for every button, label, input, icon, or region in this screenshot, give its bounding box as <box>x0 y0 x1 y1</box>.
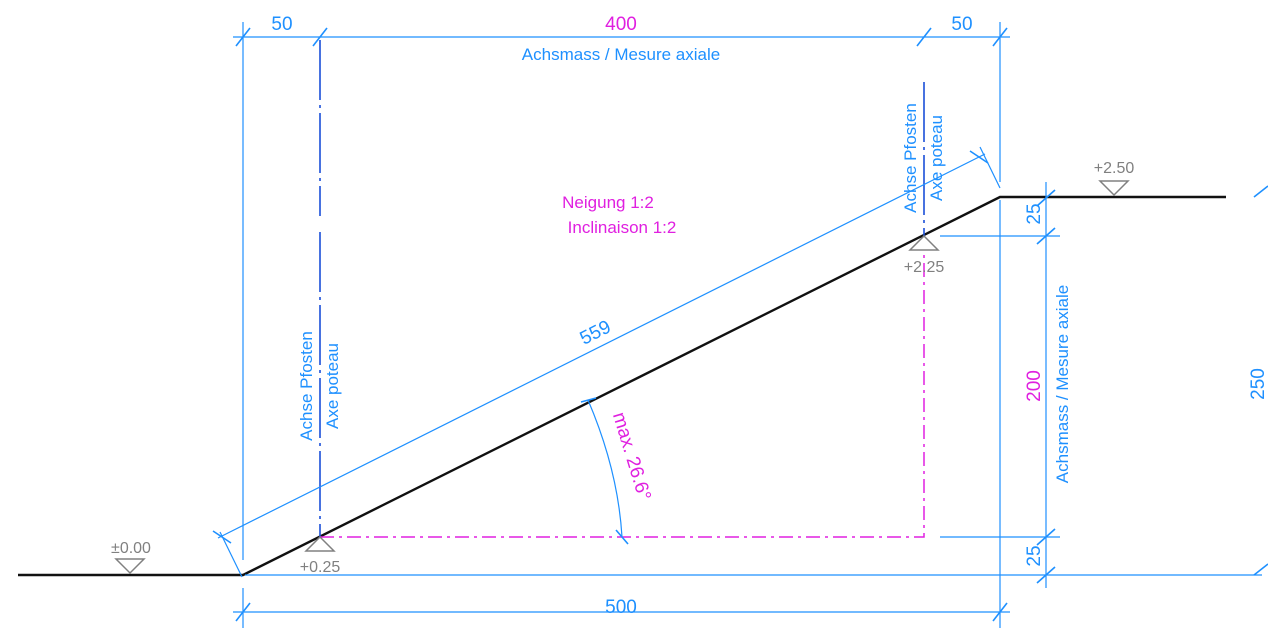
tick-arc-1 <box>580 397 597 403</box>
tick-top-1 <box>235 27 251 47</box>
tick-top-4 <box>992 27 1008 47</box>
tick-bottom-2 <box>992 602 1008 622</box>
tick-slope-2 <box>969 150 989 164</box>
level-marker-ground-right <box>1098 180 1130 197</box>
tick-right-1 <box>1036 189 1056 207</box>
tick-bottom-1 <box>235 602 251 622</box>
dimension-lines <box>212 22 1268 628</box>
annotation-labels: Achse Pfosten Axe poteau Achse Pfosten A… <box>297 103 946 503</box>
slope-label-de: Neigung 1:2 <box>562 193 654 212</box>
dim-right-bottom: 25 <box>1024 545 1045 566</box>
tick-far-right-bottom <box>1253 563 1268 576</box>
slope-construction <box>320 236 925 538</box>
tick-far-right-top <box>1253 185 1268 198</box>
tick-top-2 <box>312 27 328 47</box>
post-axis-left-label-fr: Axe poteau <box>323 343 342 429</box>
post-axis-right-label-de: Achse Pfosten <box>901 103 920 213</box>
level-post-left: +0.25 <box>300 559 341 576</box>
post-axis-left-label-de: Achse Pfosten <box>297 331 316 441</box>
level-markers <box>114 180 1130 575</box>
dim-slope-length: 559 <box>577 317 615 350</box>
ground-and-ramp-line <box>18 195 1226 577</box>
angle-arc <box>587 399 623 538</box>
level-texts: ±0.00 +0.25 +2.25 +2.50 <box>111 160 1134 576</box>
dim-top-right: 50 <box>951 14 972 35</box>
dim-right-axis: 200 <box>1024 370 1045 402</box>
tick-arc-2 <box>615 529 629 545</box>
level-marker-ground-left <box>114 558 146 575</box>
level-ground-left: ±0.00 <box>111 540 151 557</box>
slope-ext-top <box>979 146 1001 189</box>
tick-right-2 <box>1036 227 1056 245</box>
slope-dimension-line <box>217 153 986 539</box>
ramp-profile <box>18 195 1226 577</box>
dim-top-axis: 400 <box>605 14 637 35</box>
slope-construction-lines <box>320 236 925 538</box>
dim-bottom-total: 500 <box>605 597 637 618</box>
slope-ext-bottom <box>219 531 243 578</box>
tick-right-3 <box>1036 528 1056 546</box>
angle-label: max. 26.6° <box>608 410 655 503</box>
dimension-texts: 50 400 50 Achsmass / Mesure axiale 500 5… <box>271 14 1268 618</box>
tick-top-3 <box>916 27 932 47</box>
axial-label-right: Achsmass / Mesure axiale <box>1053 285 1072 483</box>
axial-label-top: Achsmass / Mesure axiale <box>522 45 720 64</box>
level-marker-post-right <box>908 234 940 251</box>
dim-top-left: 50 <box>271 14 292 35</box>
slope-label-fr: Inclinaison 1:2 <box>568 218 677 237</box>
tick-slope-1 <box>212 530 232 544</box>
tick-right-4 <box>1036 566 1056 584</box>
dim-right-top: 25 <box>1024 203 1045 224</box>
level-post-right: +2.25 <box>904 259 945 276</box>
post-axes <box>319 40 925 537</box>
level-ground-right: +2.50 <box>1094 160 1135 177</box>
dim-right-total: 250 <box>1248 368 1268 400</box>
level-marker-post-left <box>304 535 336 552</box>
post-axis-right-label-fr: Axe poteau <box>927 115 946 201</box>
